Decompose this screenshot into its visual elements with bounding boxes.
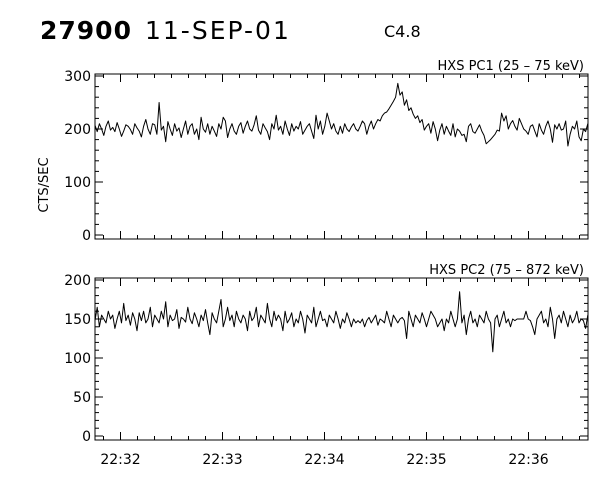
- plot-frame: [94, 277, 589, 441]
- y-tick-label: 100: [64, 351, 91, 367]
- y-axis-label: CTS/SEC: [37, 157, 52, 212]
- x-tick-label: 22:35: [406, 452, 446, 468]
- y-tick-label: 200: [64, 122, 91, 138]
- x-tick-label: 22:34: [304, 452, 344, 468]
- count-rate-line: [94, 82, 589, 147]
- y-tick-label: 150: [64, 312, 91, 328]
- panel-title: HXS PC2 (75 – 872 keV): [429, 263, 584, 278]
- y-tick-label: 100: [64, 175, 91, 191]
- count-rate-line: [94, 291, 589, 353]
- y-tick-label: 200: [64, 273, 91, 289]
- y-tick-label: 0: [82, 228, 91, 244]
- y-tick-label: 50: [73, 390, 91, 406]
- flare-class: C4.8: [384, 22, 421, 41]
- event-date: 11-SEP-01: [145, 16, 291, 45]
- x-tick-label: 22:32: [100, 452, 140, 468]
- panel-title: HXS PC1 (25 – 75 keV): [438, 59, 584, 74]
- x-tick-label: 22:36: [508, 452, 548, 468]
- plot-frame: [94, 73, 589, 240]
- y-tick-label: 0: [82, 429, 91, 445]
- y-tick-label: 300: [64, 69, 91, 85]
- event-id: 27900: [40, 16, 132, 45]
- x-tick-label: 22:33: [202, 452, 242, 468]
